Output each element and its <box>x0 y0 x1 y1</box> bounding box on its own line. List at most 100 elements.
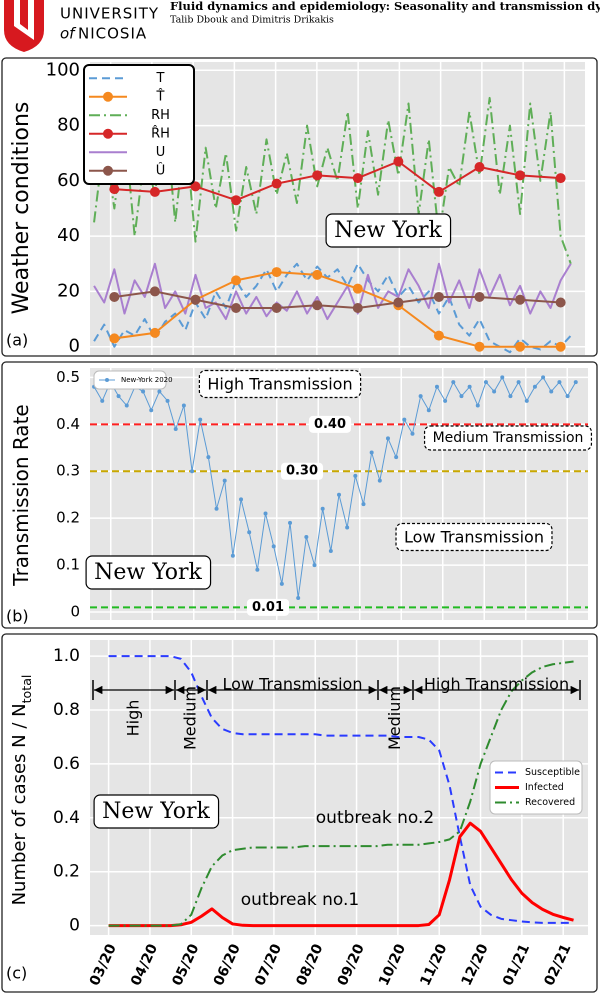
series-line <box>114 290 561 310</box>
series-line <box>108 660 574 927</box>
logo-text: of <box>60 25 77 43</box>
series-marker <box>337 492 341 497</box>
annotation: New York <box>102 799 210 824</box>
series-marker <box>312 300 323 311</box>
logo-text: NICOSIA <box>78 25 147 43</box>
series-marker <box>157 389 162 394</box>
series-marker <box>555 341 566 352</box>
series-marker <box>328 549 333 554</box>
series-marker <box>352 173 363 184</box>
legend-label: R̂H <box>151 126 170 141</box>
annotation-box <box>395 522 553 552</box>
series-marker <box>263 511 268 516</box>
series-marker <box>230 553 235 558</box>
series-marker <box>410 431 415 436</box>
series-marker <box>214 506 219 511</box>
period-label: Medium <box>385 686 404 750</box>
panel-label: (a) <box>6 331 28 350</box>
series-marker <box>198 417 203 422</box>
series-marker <box>206 455 211 460</box>
annotation-box <box>85 555 212 590</box>
series-marker <box>124 403 129 408</box>
series-marker <box>149 408 154 413</box>
y-axis-label: Weather conditions <box>9 102 34 315</box>
series-marker <box>555 173 566 184</box>
series-line <box>93 96 572 265</box>
series-marker <box>433 186 444 197</box>
series-marker <box>352 283 363 294</box>
legend-label: T̂ <box>156 89 165 104</box>
series-marker <box>515 170 526 181</box>
threshold-label-box <box>280 462 324 480</box>
annotation: Medium Transmission <box>433 430 584 446</box>
series-line <box>114 271 561 348</box>
annotation-box <box>423 425 593 451</box>
panel-label: (b) <box>6 607 29 626</box>
y-tick-label: 0.4 <box>56 415 80 433</box>
series-line <box>93 376 577 599</box>
series-marker <box>296 595 301 600</box>
legend-box <box>83 64 195 185</box>
annotation: outbreak no.1 <box>241 890 359 910</box>
series-marker <box>549 389 554 394</box>
y-tick-label: 0 <box>69 916 80 936</box>
series-marker <box>231 195 242 206</box>
series-marker <box>418 394 423 399</box>
logo <box>4 0 44 52</box>
y-tick-label: 1.0 <box>53 646 80 666</box>
series-marker <box>149 186 160 197</box>
series-marker <box>312 170 323 181</box>
series-marker <box>149 286 160 297</box>
y-tick-label: 0.2 <box>56 509 80 527</box>
series-marker <box>141 389 146 394</box>
annotation: Low Transmission <box>404 528 544 547</box>
series-marker <box>508 394 513 399</box>
series-marker <box>474 162 485 173</box>
y-axis-label: Transmission Rate <box>9 404 33 586</box>
series-marker <box>433 291 444 302</box>
series-marker <box>279 581 284 586</box>
legend-label: Susceptible <box>525 767 580 778</box>
series-marker <box>492 389 497 394</box>
series-marker <box>402 417 407 422</box>
series-marker <box>361 502 366 507</box>
paper-title: Fluid dynamics and epidemiology: Seasona… <box>170 0 600 13</box>
series-marker <box>312 563 317 568</box>
period-label: High Transmission <box>424 675 569 694</box>
legend-box <box>489 760 583 815</box>
series-marker <box>474 291 485 302</box>
y-tick-label: 0.4 <box>53 808 80 828</box>
period-label: High <box>124 700 143 737</box>
series-marker <box>451 380 456 385</box>
y-tick-label: 40 <box>57 225 80 246</box>
series-marker <box>345 525 350 530</box>
series-marker <box>516 380 521 385</box>
y-axis-label-subscript: total <box>19 675 34 704</box>
series-marker <box>483 380 488 385</box>
series-marker <box>320 506 325 511</box>
series-marker <box>116 394 121 399</box>
series-marker <box>231 275 242 286</box>
legend-label: Recovered <box>525 797 575 808</box>
y-tick-label: 0.3 <box>56 462 80 480</box>
series-marker <box>555 297 566 308</box>
series-marker <box>312 269 323 280</box>
threshold-label-box <box>308 415 352 433</box>
y-tick-label: 0.1 <box>56 556 80 574</box>
series-marker <box>222 478 227 483</box>
header: UNIVERSITY of NICOSIA Fluid dynamics and… <box>4 0 600 52</box>
series-marker <box>515 294 526 305</box>
logo-text: UNIVERSITY <box>60 5 159 23</box>
series-marker <box>304 534 309 539</box>
annotation-box <box>93 794 220 829</box>
y-tick-label: 80 <box>57 115 80 136</box>
legend-box <box>93 370 167 390</box>
y-tick-label: 0 <box>69 336 80 357</box>
series-marker <box>434 384 439 389</box>
series-line <box>108 821 574 928</box>
series-marker <box>541 375 546 380</box>
series-marker <box>565 394 570 399</box>
legend-swatch-marker <box>103 128 113 139</box>
y-tick-label: 0.8 <box>53 700 80 720</box>
y-axis-label: Number of cases N / Ntotal <box>9 675 34 906</box>
